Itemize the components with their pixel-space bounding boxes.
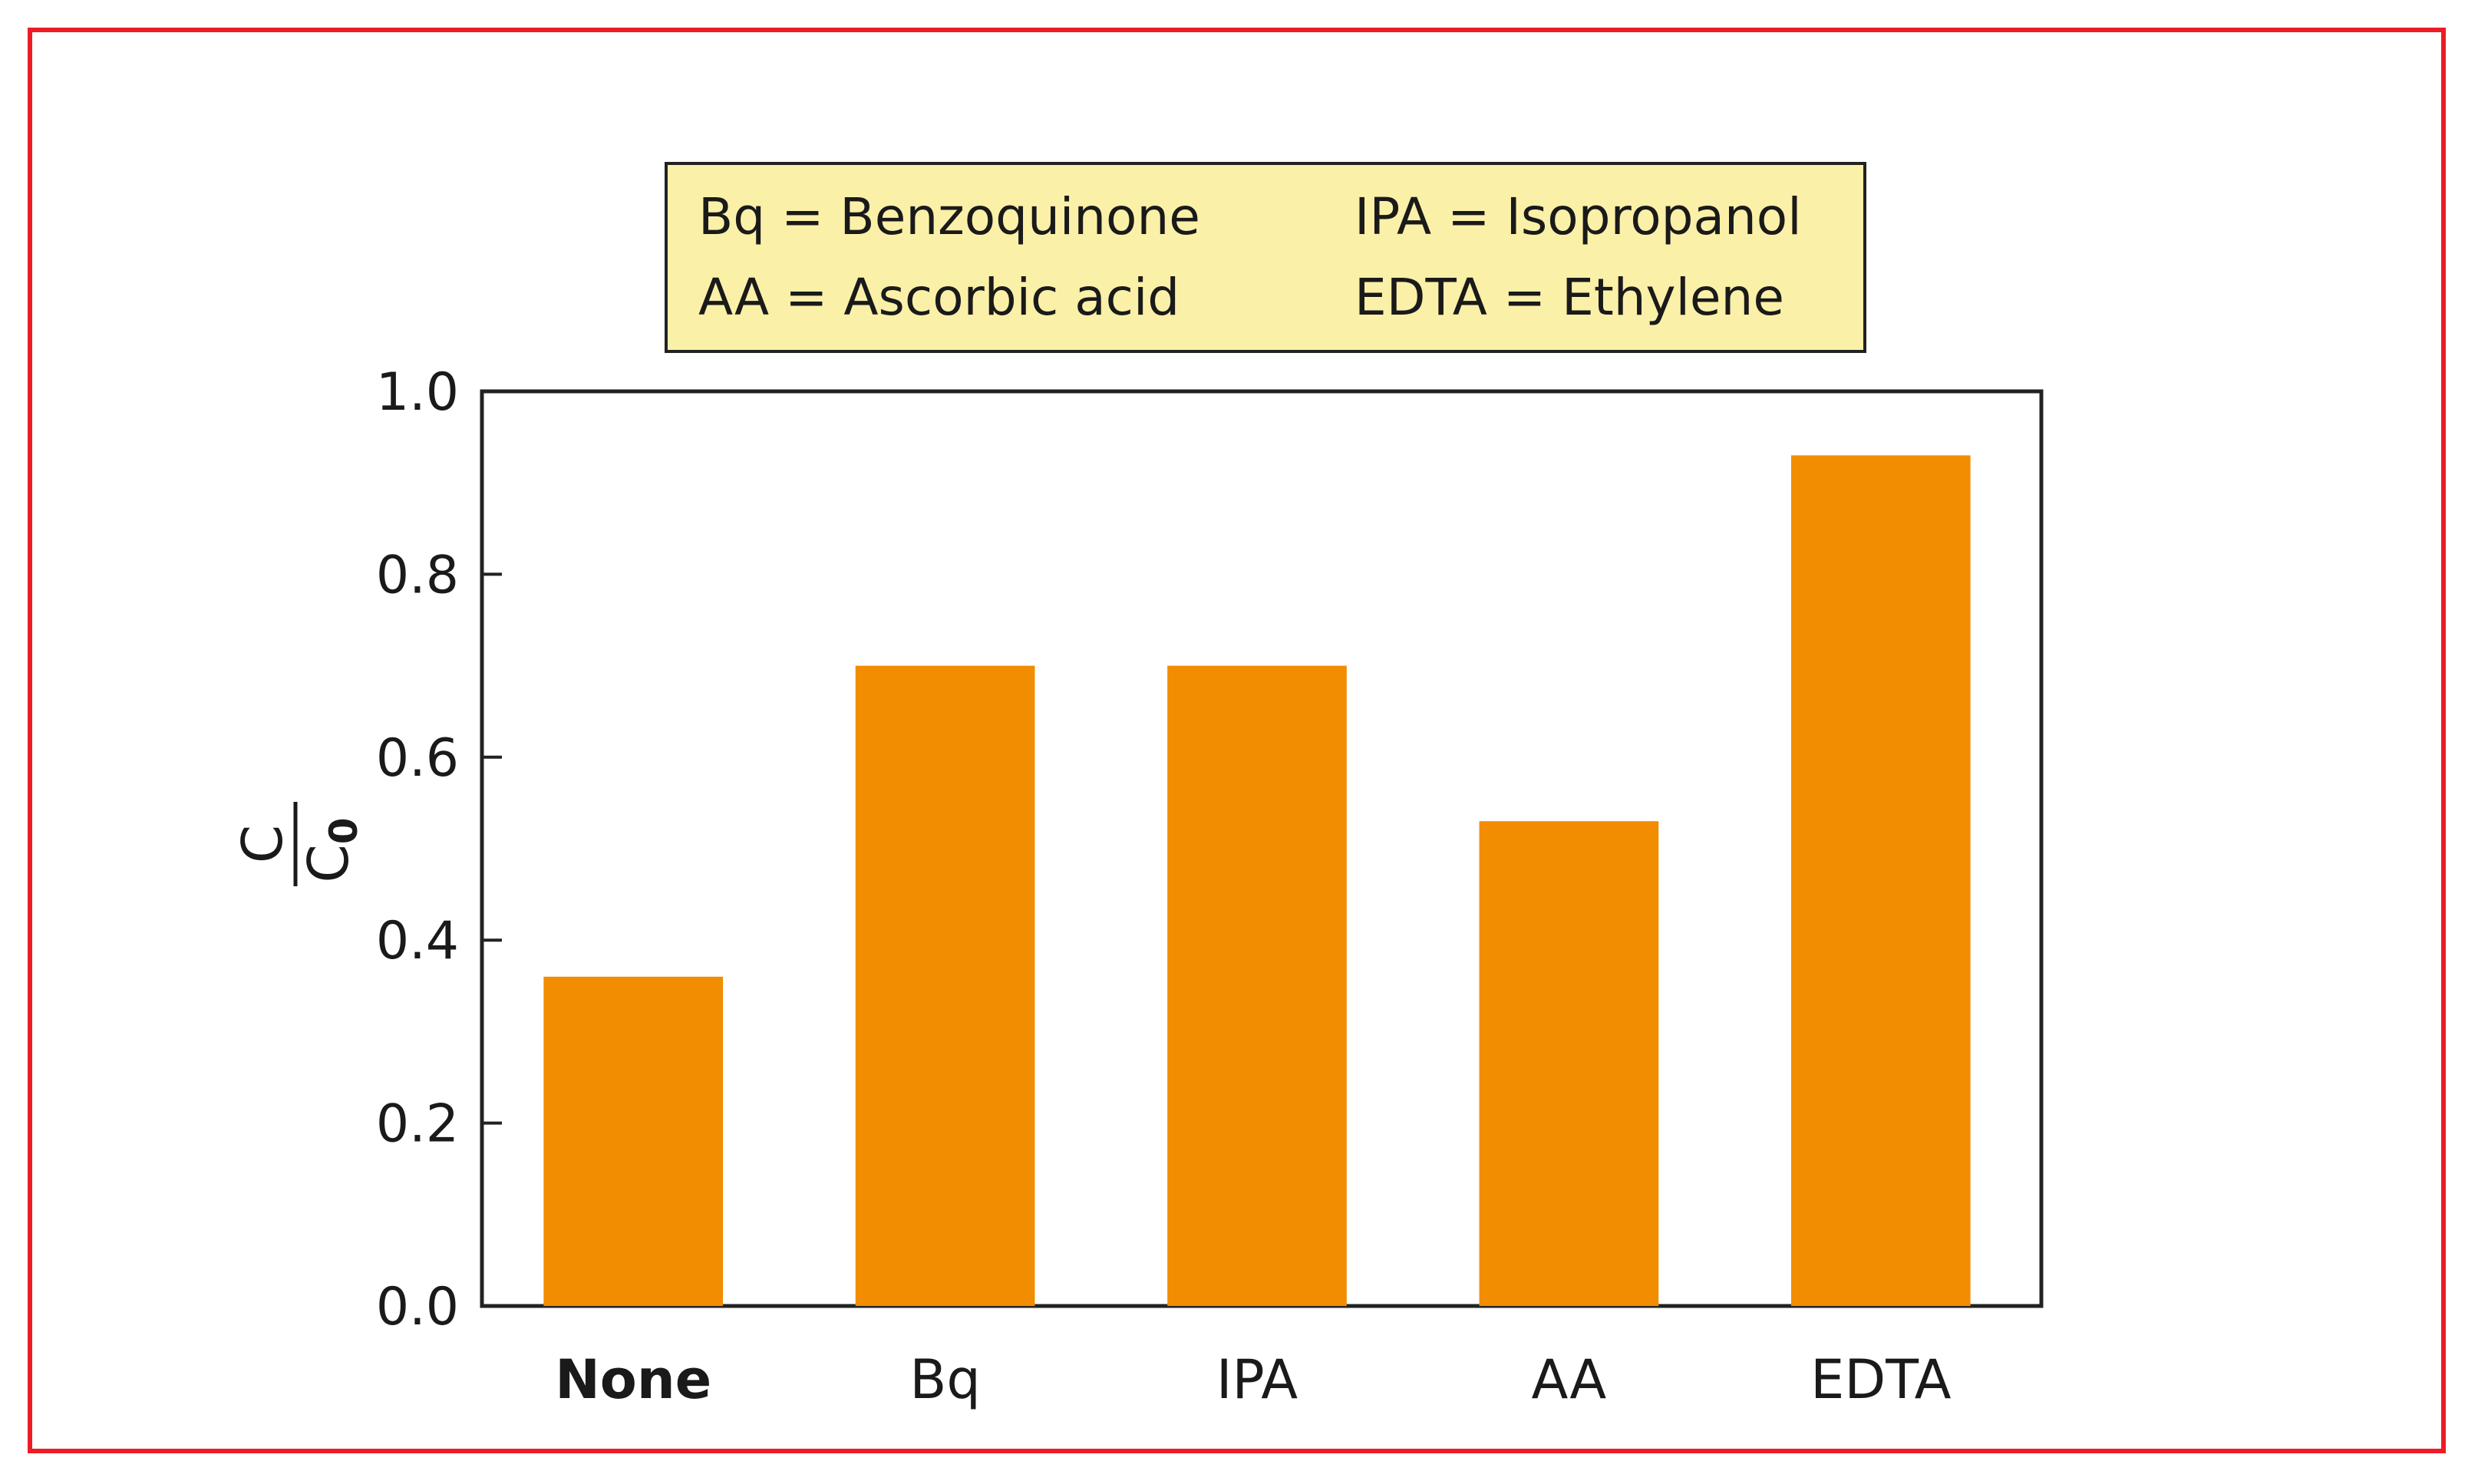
legend-entry-ipa: IPA = Isopropanol bbox=[1354, 187, 1802, 246]
x-category-label: IPA bbox=[1216, 1348, 1298, 1411]
y-tick-label: 0.4 bbox=[376, 911, 459, 971]
y-axis-label-denominator: C0 bbox=[296, 817, 366, 882]
x-category-label: EDTA bbox=[1810, 1348, 1951, 1411]
y-axis-label-numerator: C bbox=[230, 825, 295, 863]
legend: Bq = Benzoquinone IPA = Isopropanol AA =… bbox=[665, 162, 1866, 353]
x-category-label: None bbox=[555, 1348, 711, 1411]
legend-entry-edta: EDTA = Ethylene bbox=[1354, 268, 1784, 327]
y-tick-label: 0.6 bbox=[376, 728, 459, 789]
bar-aa bbox=[1479, 821, 1659, 1306]
y-tick-label: 0.0 bbox=[376, 1277, 459, 1337]
bars-group bbox=[543, 455, 1971, 1307]
bar-ipa bbox=[1167, 665, 1347, 1306]
y-tick-label: 1.0 bbox=[376, 362, 459, 423]
x-axis-labels: None Bq IPA AA EDTA bbox=[555, 1348, 1951, 1411]
legend-entry-aa: AA = Ascorbic acid bbox=[698, 268, 1180, 327]
y-axis-ticks: 0.0 0.2 0.4 0.6 0.8 1.0 bbox=[376, 362, 502, 1337]
x-category-label: AA bbox=[1532, 1348, 1607, 1411]
x-category-label: Bq bbox=[909, 1348, 980, 1411]
y-axis-label: C C0 bbox=[230, 802, 366, 886]
bar-edta bbox=[1790, 455, 1971, 1307]
legend-box bbox=[665, 162, 1866, 353]
y-tick-label: 0.8 bbox=[376, 545, 459, 605]
bar-none bbox=[543, 976, 724, 1306]
bar-bq bbox=[855, 665, 1035, 1306]
y-tick-label: 0.2 bbox=[376, 1094, 459, 1155]
legend-entry-bq: Bq = Benzoquinone bbox=[698, 187, 1200, 246]
